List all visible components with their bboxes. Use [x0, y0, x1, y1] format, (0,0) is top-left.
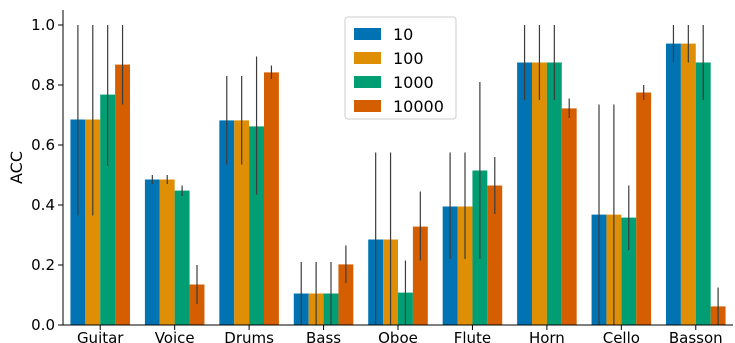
y-tick-label: 0.0 [31, 316, 55, 334]
bar-cello-10000 [636, 92, 652, 325]
legend-label-100: 100 [393, 49, 424, 68]
bar-guitar-10000 [115, 64, 130, 325]
y-tick-label: 0.4 [31, 196, 55, 214]
x-tick-label: Drums [224, 329, 274, 343]
legend-frame [344, 16, 457, 120]
bar-voice-100 [159, 179, 175, 325]
bar-guitar-100 [85, 119, 101, 325]
y-ticks-group: 0.0 0.2 0.4 0.6 0.8 1.0 [31, 16, 63, 334]
x-tick-label: Guitar [77, 329, 124, 343]
y-tick-label: 1.0 [31, 16, 55, 34]
bar-voice-1000 [174, 190, 190, 325]
bars-group [70, 43, 726, 326]
error-bars-group [77, 25, 719, 325]
y-tick-label: 0.8 [31, 76, 55, 94]
bar-bass-10000 [338, 264, 354, 325]
bar-horn-10 [517, 62, 532, 325]
bar-drums-10000 [264, 72, 279, 326]
bar-guitar-10 [70, 119, 86, 325]
bar-flute-100 [457, 206, 473, 325]
bar-cello-1000 [621, 217, 637, 325]
bar-flute-10 [442, 206, 458, 325]
legend-swatch-10 [354, 28, 381, 40]
bar-flute-10000 [487, 185, 503, 325]
bar-basson-100 [680, 43, 696, 325]
x-tick-label: Flute [454, 329, 491, 343]
legend-swatch-1000 [354, 76, 381, 88]
bar-basson-10 [666, 43, 681, 325]
bar-oboe-10000 [412, 226, 428, 325]
legend: 10 100 1000 10000 [344, 16, 457, 120]
bar-drums-10 [219, 120, 235, 326]
bar-horn-1000 [546, 62, 562, 325]
x-tick-label: Basson [669, 329, 723, 343]
x-tick-label: Voice [155, 329, 195, 343]
legend-label-10000: 10000 [393, 97, 444, 116]
bar-voice-10000 [189, 284, 205, 325]
x-tick-label: Cello [603, 329, 640, 343]
bar-drums-100 [234, 120, 250, 326]
legend-swatch-100 [354, 52, 381, 64]
legend-swatch-10000 [354, 100, 381, 112]
x-tick-label: Bass [306, 329, 341, 343]
x-tick-label: Oboe [378, 329, 418, 343]
bar-horn-10000 [561, 108, 577, 326]
y-tick-label: 0.2 [31, 256, 55, 274]
bar-guitar-1000 [100, 94, 116, 325]
x-tick-label: Horn [529, 329, 565, 343]
bar-voice-10 [144, 179, 160, 325]
legend-label-1000: 1000 [393, 73, 434, 92]
y-tick-label: 0.6 [31, 136, 55, 154]
bar-horn-100 [532, 62, 547, 325]
bar-drums-1000 [249, 126, 264, 326]
y-axis-label: ACC [7, 151, 26, 184]
legend-label-10: 10 [393, 25, 413, 44]
x-ticks-group: Guitar Voice Drums Bass Oboe Flute Horn Cello Ba… [77, 325, 723, 343]
bar-basson-1000 [695, 62, 711, 325]
